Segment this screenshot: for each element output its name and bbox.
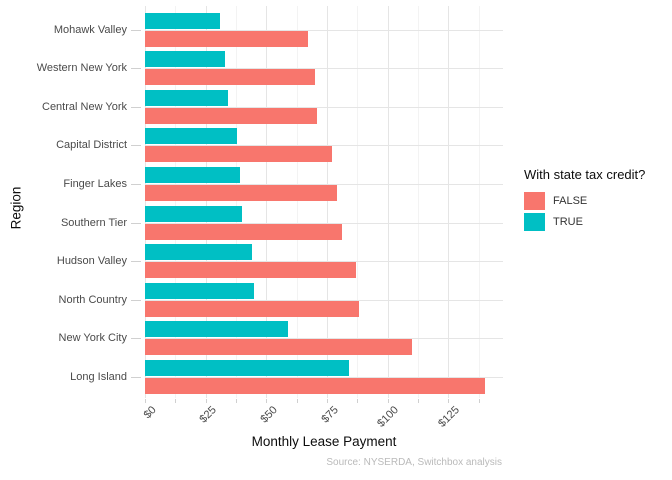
y-axis-label: Mohawk Valley bbox=[53, 23, 127, 36]
x-axis-label: $0 bbox=[141, 404, 159, 422]
y-axis-label: Western New York bbox=[36, 62, 127, 75]
y-axis-label: Capital District bbox=[56, 139, 127, 152]
gridline-major-v bbox=[205, 6, 207, 398]
bar-true-capital-district bbox=[145, 128, 238, 145]
gridline-minor-v bbox=[357, 6, 359, 398]
gridline-major-v bbox=[145, 6, 146, 398]
bar-false-north-country bbox=[145, 300, 359, 317]
gridline-major-h bbox=[145, 261, 503, 263]
gridline-major-h bbox=[145, 29, 503, 31]
x-axis-title: Monthly Lease Payment bbox=[251, 434, 397, 449]
y-axis-label: New York City bbox=[58, 332, 127, 345]
y-tick bbox=[131, 183, 141, 185]
source-caption: Source: NYSERDA, Switchbox analysis bbox=[326, 457, 502, 468]
x-axis-label: $125 bbox=[436, 404, 462, 430]
bar-false-finger-lakes bbox=[145, 184, 337, 201]
y-tick bbox=[131, 68, 141, 70]
gridline-major-v bbox=[387, 6, 389, 398]
legend-swatch-false bbox=[524, 192, 545, 210]
x-tick bbox=[478, 399, 480, 403]
x-tick bbox=[145, 399, 146, 403]
gridline-minor-v bbox=[175, 6, 177, 398]
gridline-major-h bbox=[145, 183, 503, 185]
x-axis-label: $50 bbox=[258, 404, 280, 426]
x-axis-label: $25 bbox=[197, 404, 220, 426]
legend-entry-false: FALSE bbox=[524, 192, 645, 210]
gridline-major-v bbox=[448, 6, 450, 398]
legend-entry-true: TRUE bbox=[524, 213, 645, 231]
bar-true-north-country bbox=[145, 282, 255, 299]
bar-true-mohawk-valley bbox=[145, 12, 221, 29]
y-axis-label: Long Island bbox=[70, 370, 127, 383]
gridline-major-h bbox=[145, 222, 503, 224]
legend-title: With state tax credit? bbox=[524, 167, 646, 182]
y-axis-title: Region bbox=[8, 186, 24, 230]
gridline-minor-v bbox=[236, 6, 238, 398]
x-tick bbox=[266, 399, 268, 403]
y-tick bbox=[131, 106, 141, 108]
legend-label: TRUE bbox=[553, 216, 583, 228]
legend-label: FALSE bbox=[553, 195, 588, 207]
y-axis-label: North Country bbox=[58, 293, 127, 306]
bar-true-long-island bbox=[145, 359, 349, 376]
x-axis-label: $100 bbox=[375, 404, 402, 430]
y-tick bbox=[131, 29, 141, 31]
bar-false-western-new-york bbox=[145, 69, 315, 86]
x-tick bbox=[175, 399, 177, 403]
bar-false-long-island bbox=[145, 377, 485, 394]
gridline-major-h bbox=[145, 376, 503, 378]
bar-false-central-new-york bbox=[145, 107, 318, 124]
bar-true-western-new-york bbox=[145, 51, 226, 68]
bar-false-hudson-valley bbox=[145, 262, 357, 279]
x-axis-label: $75 bbox=[319, 404, 341, 426]
y-axis-label: Central New York bbox=[42, 100, 127, 113]
x-tick bbox=[357, 399, 359, 403]
bar-true-finger-lakes bbox=[145, 166, 240, 183]
bar-true-southern-tier bbox=[145, 205, 243, 222]
gridline-major-h bbox=[145, 145, 503, 147]
bar-true-hudson-valley bbox=[145, 244, 252, 261]
gridline-major-h bbox=[145, 106, 503, 108]
x-tick bbox=[236, 399, 238, 403]
bar-false-new-york-city bbox=[145, 339, 412, 356]
y-tick bbox=[131, 261, 141, 263]
gridline-minor-v bbox=[296, 6, 298, 398]
bar-false-mohawk-valley bbox=[145, 30, 308, 47]
x-tick bbox=[448, 399, 450, 403]
legend: With state tax credit? FALSE TRUE bbox=[524, 167, 645, 234]
y-tick bbox=[131, 376, 141, 378]
y-tick bbox=[131, 338, 141, 340]
x-tick bbox=[205, 399, 207, 403]
bar-true-central-new-york bbox=[145, 89, 228, 106]
bar-false-capital-district bbox=[145, 146, 332, 163]
gridline-major-h bbox=[145, 68, 503, 70]
y-tick bbox=[131, 145, 141, 147]
gridline-major-v bbox=[327, 6, 329, 398]
legend-entries: FALSE TRUE bbox=[524, 192, 645, 231]
gridline-major-v bbox=[266, 6, 268, 398]
gridline-major-h bbox=[145, 299, 503, 301]
gridline-minor-v bbox=[418, 6, 420, 398]
legend-swatch-true bbox=[524, 213, 545, 231]
x-tick bbox=[296, 399, 298, 403]
y-tick bbox=[131, 299, 141, 301]
y-tick bbox=[131, 222, 141, 224]
gridline-major-h bbox=[145, 338, 503, 340]
y-axis-label: Hudson Valley bbox=[56, 255, 127, 268]
x-tick bbox=[418, 399, 420, 403]
bar-true-new-york-city bbox=[145, 321, 289, 338]
plot-panel bbox=[145, 6, 503, 398]
gridline-minor-v bbox=[478, 6, 480, 398]
x-tick bbox=[327, 399, 329, 403]
x-tick bbox=[387, 399, 389, 403]
bar-false-southern-tier bbox=[145, 223, 342, 240]
